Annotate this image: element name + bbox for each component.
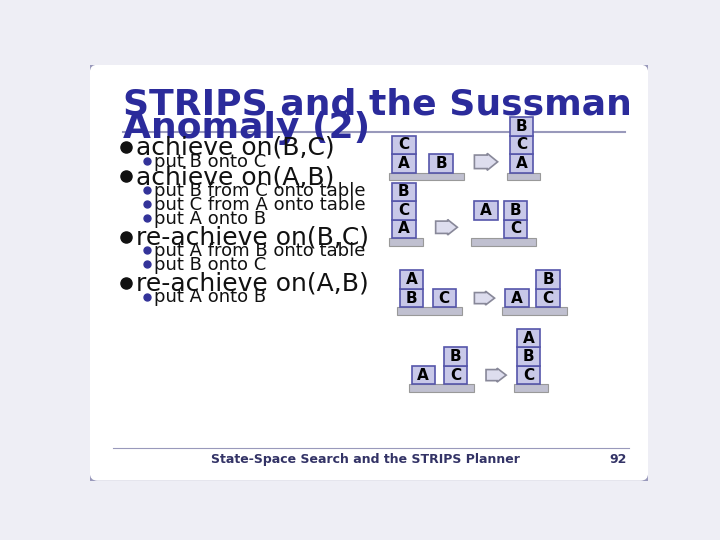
Bar: [392, 136, 415, 154]
Bar: [389, 173, 464, 180]
Bar: [507, 173, 539, 180]
Polygon shape: [474, 153, 498, 170]
Text: re-achieve on(B,C): re-achieve on(B,C): [137, 225, 369, 249]
Text: B: B: [436, 156, 447, 171]
Bar: [392, 201, 415, 220]
Text: A: A: [418, 368, 429, 383]
Bar: [392, 154, 415, 173]
Bar: [400, 289, 423, 307]
Text: A: A: [511, 291, 523, 306]
Text: A: A: [523, 330, 534, 346]
Text: B: B: [542, 272, 554, 287]
Polygon shape: [436, 220, 457, 235]
Text: A: A: [406, 272, 418, 287]
Bar: [517, 366, 540, 384]
Text: A: A: [516, 156, 528, 171]
Text: C: C: [398, 137, 410, 152]
Polygon shape: [474, 291, 495, 305]
Text: A: A: [398, 221, 410, 237]
Text: B: B: [523, 349, 534, 364]
Text: C: C: [438, 291, 450, 306]
Text: B: B: [406, 291, 418, 306]
Text: Anomaly (2): Anomaly (2): [122, 111, 369, 145]
FancyBboxPatch shape: [89, 63, 649, 482]
Bar: [472, 238, 536, 246]
Bar: [536, 289, 559, 307]
Text: C: C: [398, 203, 410, 218]
Text: B: B: [510, 203, 521, 218]
Text: put A onto B: put A onto B: [154, 210, 266, 228]
Text: put B onto C: put B onto C: [154, 256, 266, 274]
Text: State-Space Search and the STRIPS Planner: State-Space Search and the STRIPS Planne…: [211, 453, 520, 465]
Text: B: B: [450, 349, 462, 364]
Bar: [444, 366, 467, 384]
Bar: [389, 238, 423, 246]
Bar: [503, 307, 567, 315]
Text: STRIPS and the Sussman: STRIPS and the Sussman: [122, 88, 631, 122]
Bar: [397, 307, 462, 315]
Bar: [517, 329, 540, 347]
Text: re-achieve on(A,B): re-achieve on(A,B): [137, 272, 369, 295]
Bar: [504, 201, 527, 220]
Bar: [474, 201, 498, 220]
Text: put B from C onto table: put B from C onto table: [154, 182, 366, 200]
Text: achieve on(A,B): achieve on(A,B): [137, 165, 335, 189]
Text: A: A: [480, 203, 492, 218]
Bar: [392, 220, 415, 238]
Text: B: B: [516, 119, 528, 134]
Text: C: C: [450, 368, 462, 383]
Text: 92: 92: [609, 453, 626, 465]
Bar: [517, 347, 540, 366]
Bar: [514, 384, 548, 392]
Text: C: C: [510, 221, 521, 237]
Bar: [504, 220, 527, 238]
Text: achieve on(B,C): achieve on(B,C): [137, 136, 335, 160]
Polygon shape: [486, 368, 506, 382]
Bar: [505, 289, 528, 307]
Bar: [510, 154, 534, 173]
Bar: [433, 289, 456, 307]
Text: C: C: [516, 137, 527, 152]
Bar: [536, 271, 559, 289]
Bar: [392, 183, 415, 201]
Text: put C from A onto table: put C from A onto table: [154, 196, 366, 214]
Text: B: B: [398, 184, 410, 199]
Bar: [510, 136, 534, 154]
Bar: [400, 271, 423, 289]
Bar: [408, 384, 474, 392]
Bar: [429, 154, 453, 173]
Text: C: C: [542, 291, 554, 306]
Text: put A onto B: put A onto B: [154, 288, 266, 306]
Text: put A from B onto table: put A from B onto table: [154, 242, 366, 260]
Bar: [510, 117, 534, 136]
Text: put B onto C: put B onto C: [154, 153, 266, 171]
Text: A: A: [398, 156, 410, 171]
Bar: [444, 347, 467, 366]
Text: C: C: [523, 368, 534, 383]
Bar: [412, 366, 435, 384]
